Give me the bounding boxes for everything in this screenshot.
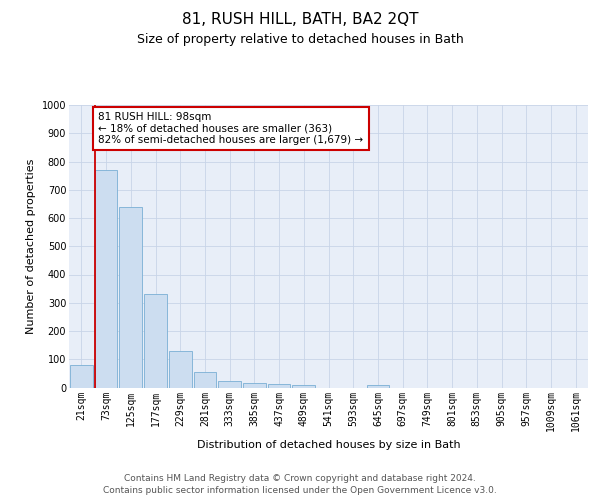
Bar [292,385,315,388]
X-axis label: Distribution of detached houses by size in Bath: Distribution of detached houses by size … [197,440,460,450]
Bar [268,384,290,388]
Bar [95,170,118,388]
Y-axis label: Number of detached properties: Number of detached properties [26,158,36,334]
Bar [119,206,142,388]
Bar [144,294,167,388]
Text: Size of property relative to detached houses in Bath: Size of property relative to detached ho… [137,32,463,46]
Bar [243,382,266,388]
Bar [169,351,191,388]
Bar [367,384,389,388]
Bar [218,382,241,388]
Text: 81 RUSH HILL: 98sqm
← 18% of detached houses are smaller (363)
82% of semi-detac: 81 RUSH HILL: 98sqm ← 18% of detached ho… [98,112,364,146]
Text: 81, RUSH HILL, BATH, BA2 2QT: 81, RUSH HILL, BATH, BA2 2QT [182,12,418,28]
Bar [194,372,216,388]
Bar [70,365,93,388]
Text: Contains HM Land Registry data © Crown copyright and database right 2024.
Contai: Contains HM Land Registry data © Crown c… [103,474,497,495]
